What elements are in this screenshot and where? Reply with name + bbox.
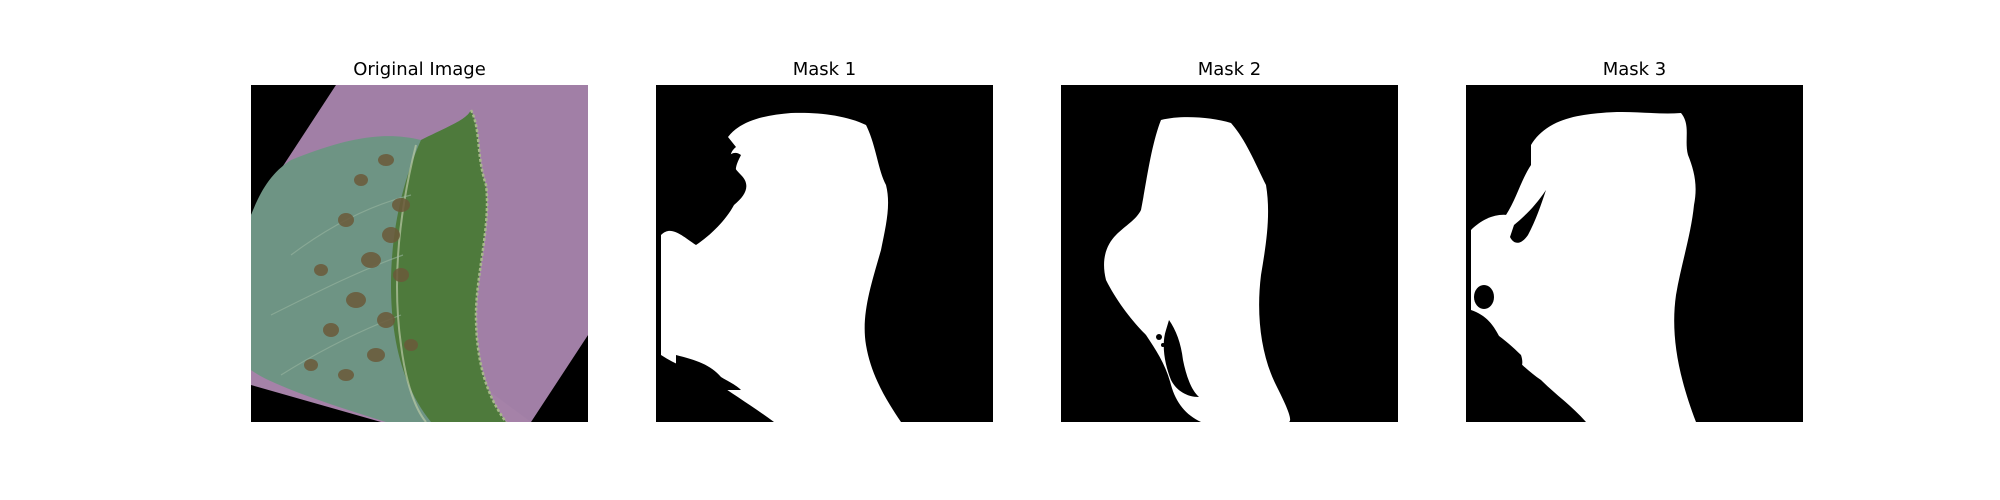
- mask-3-title: Mask 3: [1602, 59, 1667, 80]
- mask-2-image: [1061, 85, 1398, 422]
- original-image-title: Original Image: [353, 59, 486, 80]
- mask-1-title: Mask 1: [792, 59, 857, 80]
- mask-3-panel: [1466, 85, 1803, 422]
- original-leaf-image: [251, 85, 588, 422]
- leaf-lesions: [304, 154, 418, 381]
- original-image-panel: [251, 85, 588, 422]
- mask-1-panel: [656, 85, 993, 422]
- mask-2-panel: [1061, 85, 1398, 422]
- mask-1-image: [656, 85, 993, 422]
- mask-2-title: Mask 2: [1197, 59, 1262, 80]
- mask-3-image: [1466, 85, 1803, 422]
